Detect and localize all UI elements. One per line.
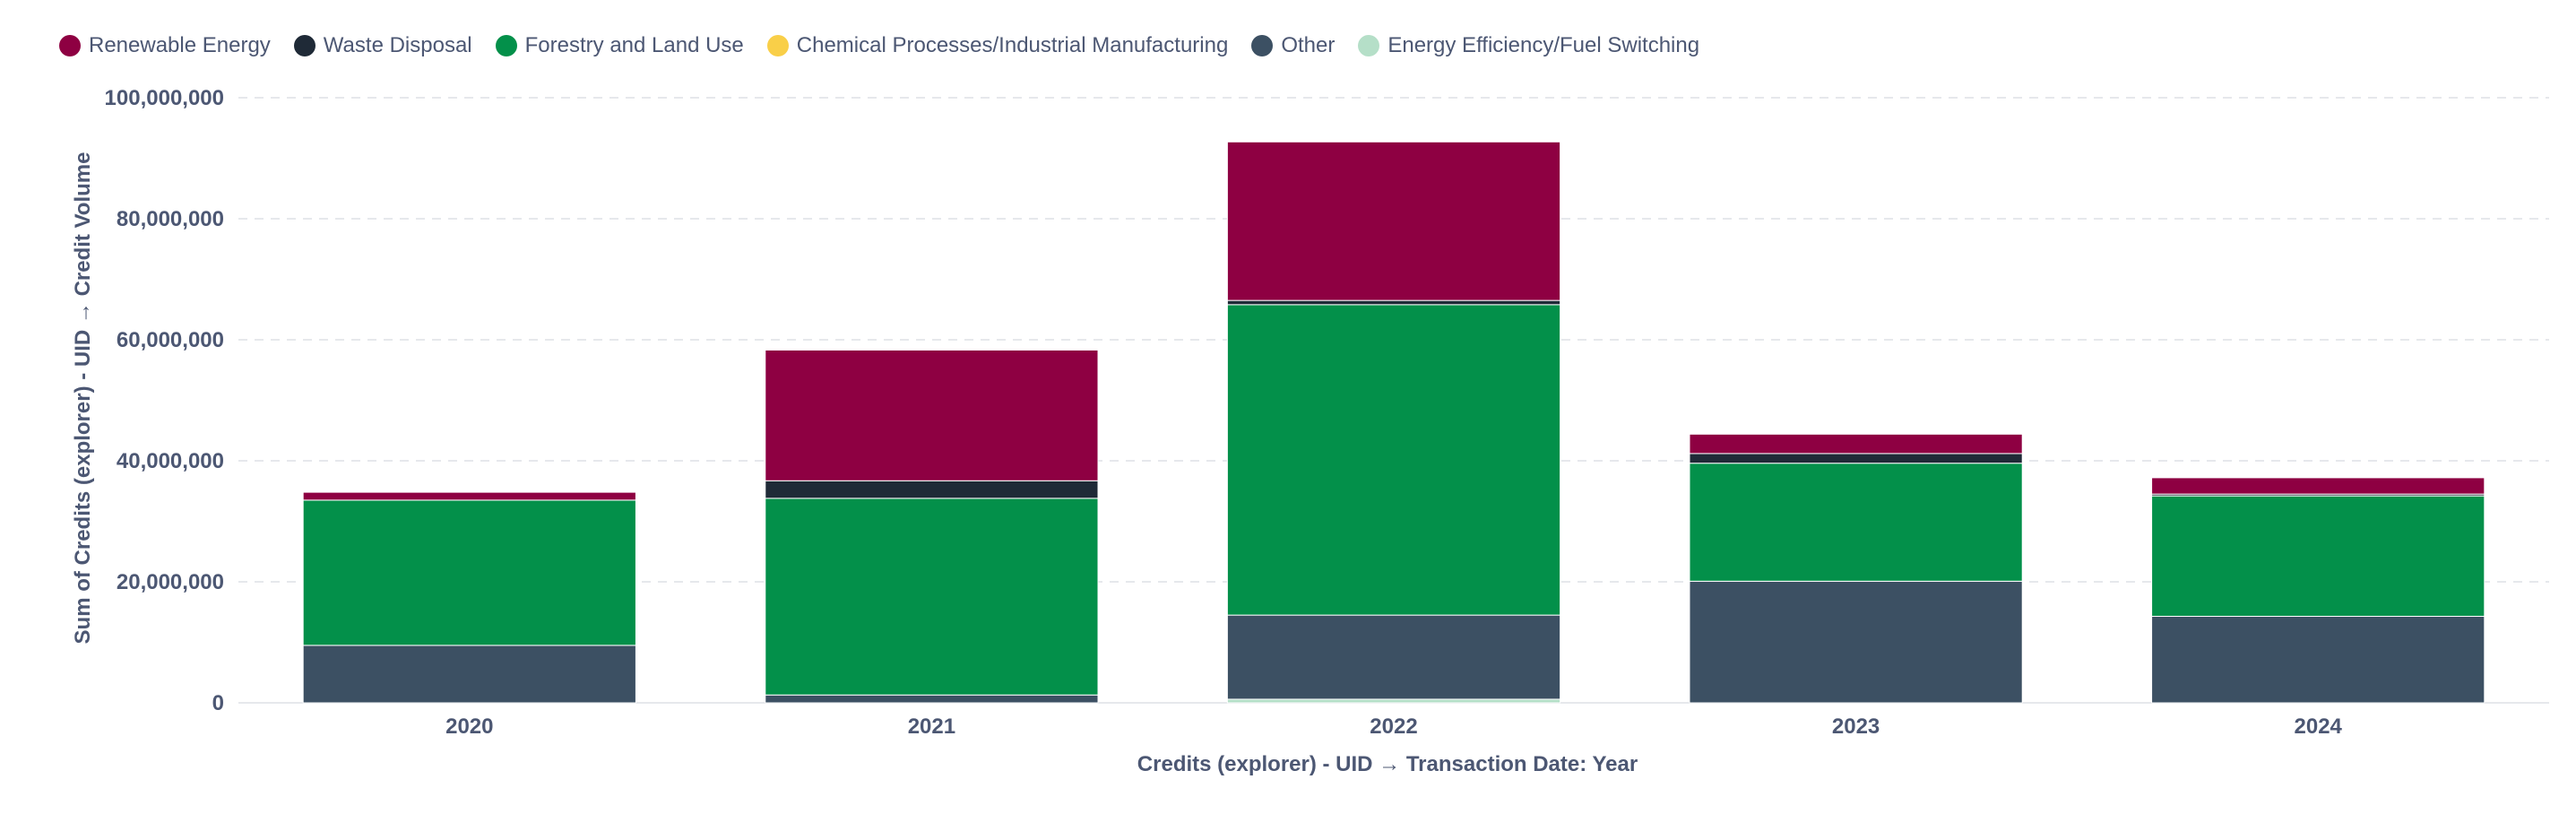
legend-item-forestry-and-land-use[interactable]: Forestry and Land Use bbox=[495, 33, 744, 58]
bar-2024-other[interactable] bbox=[2151, 615, 2485, 704]
y-axis-title: Sum of Credits (explorer) - UID → Credit… bbox=[71, 152, 95, 645]
bar-2022-forestry-and-land-use[interactable] bbox=[1226, 304, 1561, 616]
bar-2020-other[interactable] bbox=[302, 645, 636, 704]
bar-2024-forestry-and-land-use[interactable] bbox=[2151, 495, 2485, 617]
x-tick-label: 2024 bbox=[2295, 714, 2343, 739]
y-tick-label: 20,000,000 bbox=[117, 570, 224, 594]
x-tick-label: 2023 bbox=[1832, 714, 1880, 739]
legend-swatch-icon bbox=[766, 35, 789, 56]
bar-2022-other[interactable] bbox=[1226, 614, 1561, 700]
bars bbox=[302, 141, 2485, 704]
x-tick-label: 2020 bbox=[445, 714, 493, 739]
bar-2023-waste-disposal[interactable] bbox=[1689, 453, 2023, 464]
legend-label: Chemical Processes/Industrial Manufactur… bbox=[796, 33, 1229, 57]
legend-item-chemical-processes-industrial-manufacturing[interactable]: Chemical Processes/Industrial Manufactur… bbox=[766, 33, 1229, 58]
x-tick-label: 2021 bbox=[908, 714, 955, 739]
y-tick-label: 40,000,000 bbox=[117, 449, 224, 473]
y-tick-label: 0 bbox=[212, 691, 224, 715]
bar-2021-waste-disposal[interactable] bbox=[765, 480, 1099, 499]
bar-2021-renewable-energy[interactable] bbox=[765, 349, 1099, 481]
x-tick-label: 2022 bbox=[1370, 714, 1417, 739]
y-tick-label: 80,000,000 bbox=[117, 207, 224, 231]
bar-2020-forestry-and-land-use[interactable] bbox=[302, 499, 636, 646]
y-axis-tick-labels: 0 20,000,000 40,000,000 60,000,000 80,000,00… bbox=[105, 86, 224, 715]
legend-swatch-icon bbox=[293, 35, 316, 56]
legend-item-renewable-energy[interactable]: Renewable Energy bbox=[59, 33, 271, 58]
bar-2022-waste-disposal[interactable] bbox=[1226, 299, 1561, 306]
bar-2022-energy-efficiency-fuel-switching[interactable] bbox=[1226, 698, 1561, 704]
legend-swatch-icon bbox=[1251, 35, 1274, 56]
legend-label: Forestry and Land Use bbox=[524, 33, 744, 57]
legend-item-other[interactable]: Other bbox=[1251, 33, 1335, 58]
bar-2023-other[interactable] bbox=[1689, 580, 2023, 704]
chart-legend: Renewable Energy Waste Disposal Forestry a… bbox=[59, 30, 1723, 61]
y-tick-label: 100,000,000 bbox=[105, 86, 224, 110]
legend-swatch-icon bbox=[495, 35, 517, 56]
bar-2020-renewable-energy[interactable] bbox=[302, 491, 636, 501]
legend-label: Energy Efficiency/Fuel Switching bbox=[1387, 33, 1700, 57]
bar-2023-forestry-and-land-use[interactable] bbox=[1689, 463, 2023, 582]
x-axis-tick-labels: 2020 2021 2022 2023 2024 bbox=[445, 714, 2342, 739]
bar-2021-forestry-and-land-use[interactable] bbox=[765, 498, 1099, 696]
legend-swatch-icon bbox=[59, 35, 81, 56]
legend-swatch-icon bbox=[1358, 35, 1380, 56]
bar-2023-renewable-energy[interactable] bbox=[1689, 433, 2023, 455]
legend-item-energy-efficiency-fuel-switching[interactable]: Energy Efficiency/Fuel Switching bbox=[1358, 33, 1699, 58]
legend-label: Waste Disposal bbox=[323, 33, 472, 57]
bar-2021-other[interactable] bbox=[765, 694, 1099, 704]
x-axis-title: Credits (explorer) - UID → Transaction D… bbox=[1137, 752, 1638, 776]
legend-label: Renewable Energy bbox=[89, 33, 271, 57]
legend-item-waste-disposal[interactable]: Waste Disposal bbox=[293, 33, 472, 58]
bar-2024-renewable-energy[interactable] bbox=[2151, 477, 2485, 495]
y-tick-label: 60,000,000 bbox=[117, 328, 224, 352]
bar-2022-renewable-energy[interactable] bbox=[1226, 141, 1561, 301]
legend-label: Other bbox=[1281, 33, 1336, 57]
